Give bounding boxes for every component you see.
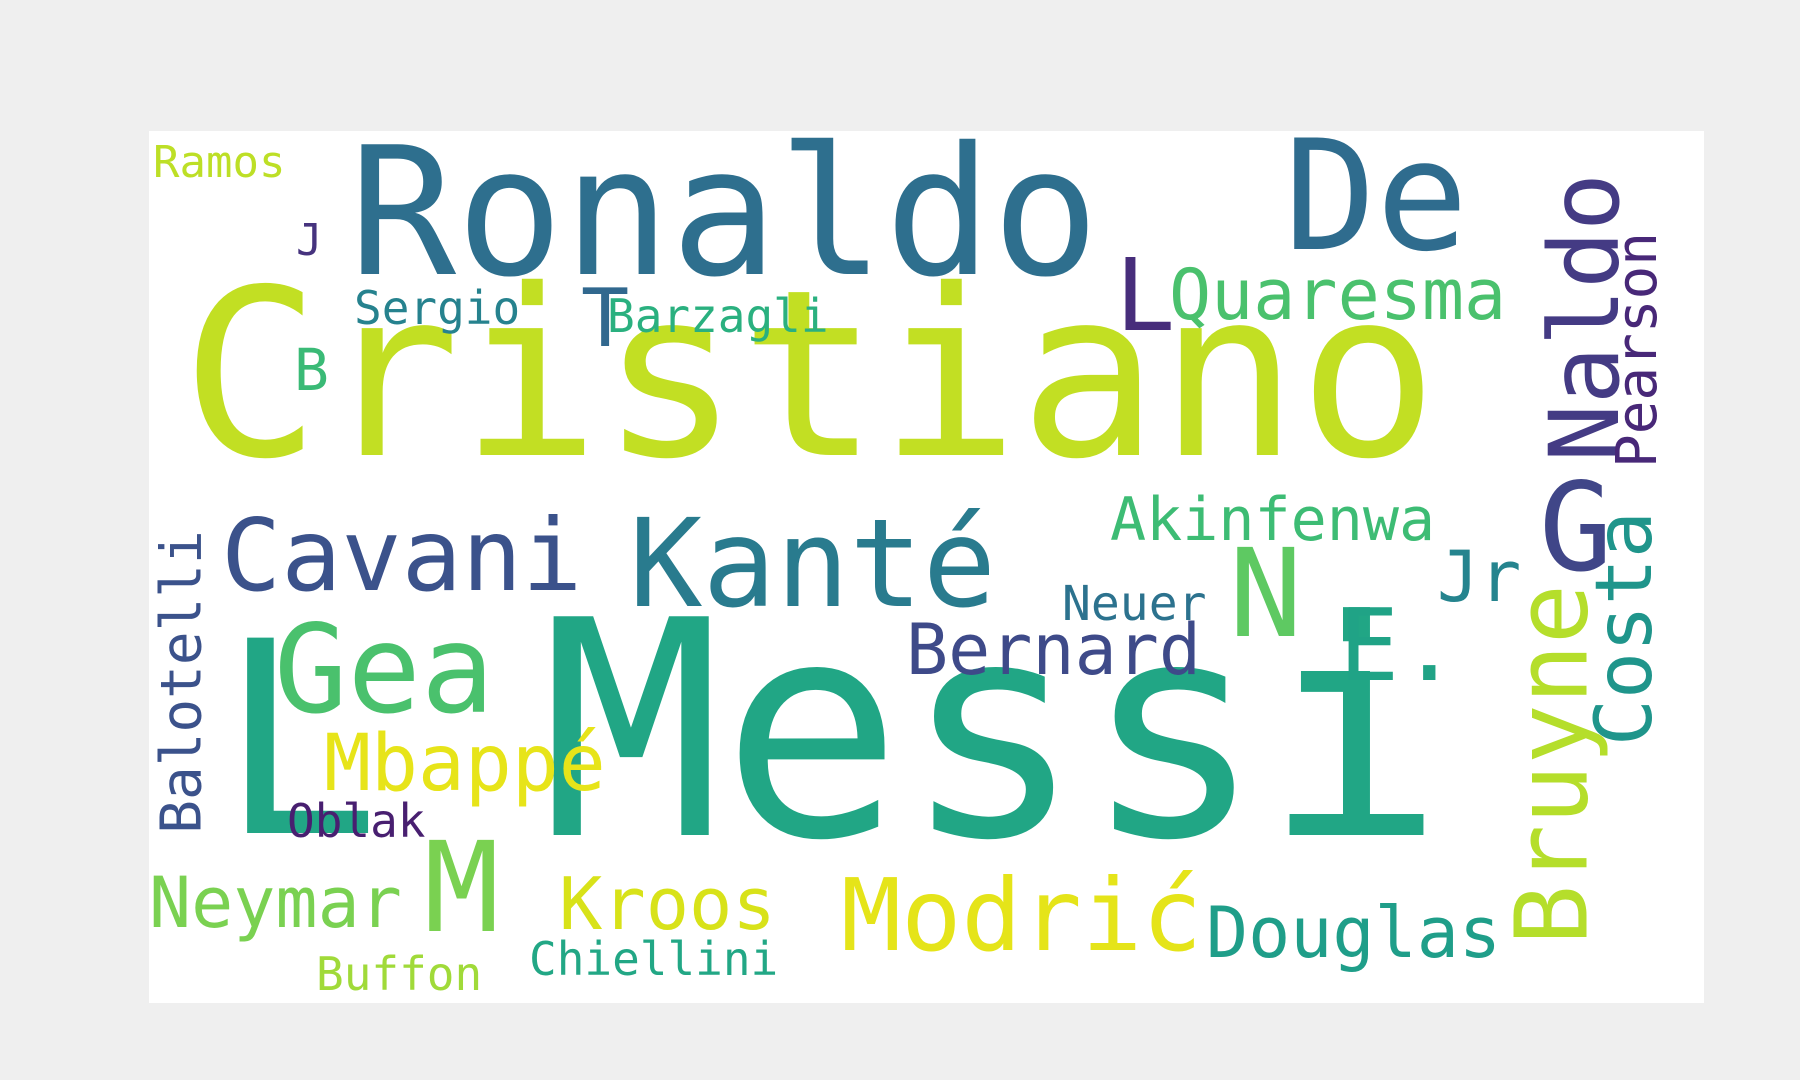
word-n: N <box>1229 523 1303 665</box>
word-l-small: L <box>1115 237 1176 354</box>
word-de: De <box>1284 131 1469 286</box>
word-t: T <box>581 272 630 365</box>
word-gea: Gea <box>274 599 495 741</box>
word-cristiano: Cristiano <box>181 240 1439 510</box>
word-modric: Modrić <box>841 857 1203 974</box>
word-costa: Costa <box>1580 511 1670 746</box>
word-sergio: Sergio <box>354 281 521 335</box>
word-bernard: Bernard <box>906 609 1202 691</box>
word-neuer: Neuer <box>1062 576 1207 632</box>
word-barzagli: Barzagli <box>607 289 829 343</box>
word-neymar: Neymar <box>149 862 402 944</box>
word-akinfenwa: Akinfenwa <box>1110 485 1436 555</box>
word-messi: Messi <box>541 557 1445 906</box>
word-cavani: Cavani <box>221 497 583 614</box>
word-ramos: Ramos <box>153 137 286 188</box>
word-balotelli: Balotelli <box>149 530 215 834</box>
word-e-dot: E. <box>1339 587 1460 704</box>
word-jr: Jr <box>1437 536 1522 618</box>
word-kroos: Kroos <box>559 862 776 946</box>
word-j: J <box>296 215 323 266</box>
word-cloud: Messi Cristiano Ronaldo De L Kanté Cavan… <box>149 131 1704 1003</box>
word-chiellini: Chiellini <box>529 932 779 986</box>
word-quaresma: Quaresma <box>1169 254 1507 336</box>
word-kante: Kanté <box>629 493 997 635</box>
word-l-large: L <box>219 585 381 897</box>
word-buffon: Buffon <box>316 947 483 1001</box>
word-pearson: Pearson <box>1605 232 1670 469</box>
word-ronaldo: Ronaldo <box>349 131 1100 316</box>
word-b: B <box>294 336 329 404</box>
word-mbappe: Mbappé <box>324 719 606 809</box>
word-oblak: Oblak <box>287 794 426 848</box>
word-douglas: Douglas <box>1206 892 1502 974</box>
word-g: G <box>1539 457 1613 599</box>
word-m: M <box>424 816 500 961</box>
